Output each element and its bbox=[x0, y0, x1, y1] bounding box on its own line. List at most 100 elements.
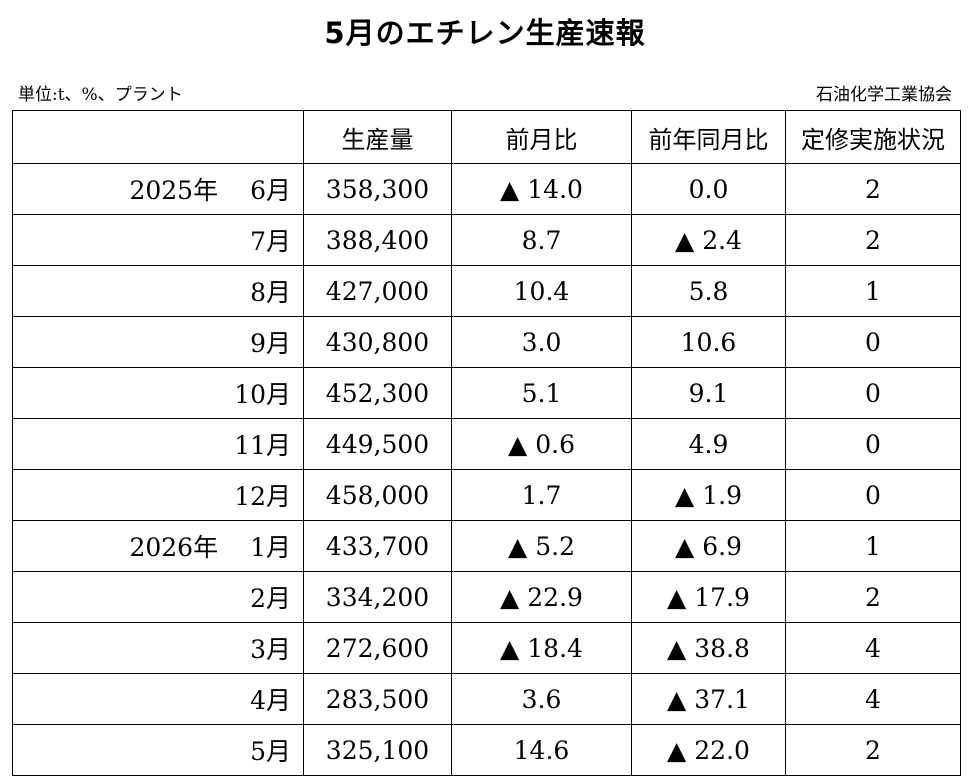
month-label: 4月 bbox=[250, 686, 291, 715]
yoy-cell: 5.8 bbox=[631, 265, 786, 317]
period-cell: 2月 bbox=[12, 571, 304, 623]
yoy-cell-value: 22.0 bbox=[694, 735, 750, 765]
negative-triangle-icon: ▲ bbox=[667, 735, 687, 765]
mom-cell: 10.4 bbox=[451, 265, 632, 317]
yoy-cell: ▲ 17.9 bbox=[631, 571, 786, 623]
month-label: 7月 bbox=[250, 227, 291, 256]
year-label: 2025年 bbox=[129, 176, 219, 205]
period-cell: 3月 bbox=[12, 622, 304, 674]
negative-triangle-icon: ▲ bbox=[500, 633, 520, 663]
period-cell: 11月 bbox=[12, 418, 304, 470]
yoy-cell-value: 9.1 bbox=[688, 378, 729, 408]
yoy-cell: ▲ 6.9 bbox=[631, 520, 786, 572]
yoy-cell-value: 0.0 bbox=[688, 174, 729, 204]
production-cell: 430,800 bbox=[303, 316, 452, 368]
yoy-cell: ▲ 38.8 bbox=[631, 622, 786, 674]
mom-cell-value: 18.4 bbox=[527, 633, 583, 663]
mom-cell-value: 8.7 bbox=[521, 225, 562, 255]
negative-triangle-icon: ▲ bbox=[675, 225, 695, 255]
mom-cell: 8.7 bbox=[451, 214, 632, 266]
yoy-cell-value: 4.9 bbox=[688, 429, 729, 459]
maintenance-cell: 0 bbox=[785, 316, 961, 368]
production-cell: 334,200 bbox=[303, 571, 452, 623]
maintenance-cell: 2 bbox=[785, 214, 961, 266]
negative-triangle-icon: ▲ bbox=[675, 480, 695, 510]
mom-cell-value: 0.6 bbox=[535, 429, 575, 459]
period-cell: 8月 bbox=[12, 265, 304, 317]
maintenance-cell: 4 bbox=[785, 673, 961, 725]
maintenance-cell: 0 bbox=[785, 469, 961, 521]
yoy-cell: 4.9 bbox=[631, 418, 786, 470]
maintenance-cell: 0 bbox=[785, 367, 961, 419]
mom-cell: ▲ 0.6 bbox=[451, 418, 632, 470]
yoy-cell: ▲ 1.9 bbox=[631, 469, 786, 521]
table-body: 2025年 6月 358,300 ▲ 14.0 0.0 2 7月 388,400 8.7 ▲ 2.4 2… bbox=[12, 163, 961, 776]
unit-label: 単位:t、%、プラント bbox=[18, 85, 183, 105]
month-label: 2月 bbox=[250, 584, 291, 613]
production-cell: 458,000 bbox=[303, 469, 452, 521]
table-row: 5月 325,100 14.6 ▲ 22.0 2 bbox=[12, 724, 961, 776]
month-label: 10月 bbox=[234, 380, 291, 409]
mom-cell: ▲ 14.0 bbox=[451, 163, 632, 215]
mom-cell-value: 14.6 bbox=[513, 735, 570, 765]
maintenance-cell: 1 bbox=[785, 265, 961, 317]
yoy-cell: 0.0 bbox=[631, 163, 786, 215]
mom-cell: 1.7 bbox=[451, 469, 632, 521]
yoy-cell-value: 1.9 bbox=[702, 480, 742, 510]
negative-triangle-icon: ▲ bbox=[508, 429, 528, 459]
mom-cell-value: 1.7 bbox=[521, 480, 562, 510]
page-title: 5月のエチレン生産速報 bbox=[324, 16, 646, 50]
mom-cell-value: 3.6 bbox=[521, 684, 562, 714]
source-label: 石油化学工業協会 bbox=[816, 85, 952, 105]
yoy-cell: ▲ 22.0 bbox=[631, 724, 786, 776]
month-label: 1月 bbox=[250, 533, 291, 562]
period-cell: 10月 bbox=[12, 367, 304, 419]
yoy-cell-value: 6.9 bbox=[702, 531, 742, 561]
negative-triangle-icon: ▲ bbox=[675, 531, 695, 561]
maintenance-cell: 1 bbox=[785, 520, 961, 572]
yoy-cell-value: 37.1 bbox=[694, 684, 750, 714]
year-label: 2026年 bbox=[129, 533, 219, 562]
yoy-cell: ▲ 2.4 bbox=[631, 214, 786, 266]
yoy-cell-value: 17.9 bbox=[694, 582, 750, 612]
month-label: 8月 bbox=[250, 278, 291, 307]
month-label: 12月 bbox=[234, 482, 291, 511]
mom-cell-value: 5.2 bbox=[535, 531, 575, 561]
yoy-cell-value: 38.8 bbox=[694, 633, 750, 663]
production-cell: 427,000 bbox=[303, 265, 452, 317]
maintenance-cell: 2 bbox=[785, 163, 961, 215]
production-cell: 449,500 bbox=[303, 418, 452, 470]
table-row: 4月 283,500 3.6 ▲ 37.1 4 bbox=[12, 673, 961, 725]
header-row: 生産量 前月比 前年同月比 定修実施状況 bbox=[12, 110, 961, 164]
yoy-cell: ▲ 37.1 bbox=[631, 673, 786, 725]
production-cell: 358,300 bbox=[303, 163, 452, 215]
table-row: 8月 427,000 10.4 5.8 1 bbox=[12, 265, 961, 317]
mom-cell-value: 5.1 bbox=[521, 378, 562, 408]
maintenance-cell: 4 bbox=[785, 622, 961, 674]
month-label: 5月 bbox=[250, 737, 291, 766]
period-cell: 2026年 1月 bbox=[12, 520, 304, 572]
table-row: 10月 452,300 5.1 9.1 0 bbox=[12, 367, 961, 419]
negative-triangle-icon: ▲ bbox=[500, 174, 520, 204]
period-cell: 12月 bbox=[12, 469, 304, 521]
period-cell: 9月 bbox=[12, 316, 304, 368]
period-cell: 7月 bbox=[12, 214, 304, 266]
table-row: 7月 388,400 8.7 ▲ 2.4 2 bbox=[12, 214, 961, 266]
table-row: 3月 272,600 ▲ 18.4 ▲ 38.8 4 bbox=[12, 622, 961, 674]
mom-cell-value: 14.0 bbox=[527, 174, 583, 204]
header-maintenance: 定修実施状況 bbox=[785, 110, 961, 164]
maintenance-cell: 0 bbox=[785, 418, 961, 470]
month-label: 11月 bbox=[234, 431, 291, 460]
period-cell: 2025年 6月 bbox=[12, 163, 304, 215]
production-cell: 283,500 bbox=[303, 673, 452, 725]
yoy-cell-value: 5.8 bbox=[688, 276, 729, 306]
production-cell: 433,700 bbox=[303, 520, 452, 572]
period-cell: 4月 bbox=[12, 673, 304, 725]
yoy-cell: 9.1 bbox=[631, 367, 786, 419]
ethylene-production-table: 生産量 前月比 前年同月比 定修実施状況 2025年 6月 358,300 ▲ 14.0… bbox=[12, 110, 961, 776]
production-cell: 272,600 bbox=[303, 622, 452, 674]
period-cell: 5月 bbox=[12, 724, 304, 776]
table-row: 2025年 6月 358,300 ▲ 14.0 0.0 2 bbox=[12, 163, 961, 215]
maintenance-cell: 2 bbox=[785, 724, 961, 776]
mom-cell-value: 22.9 bbox=[527, 582, 583, 612]
